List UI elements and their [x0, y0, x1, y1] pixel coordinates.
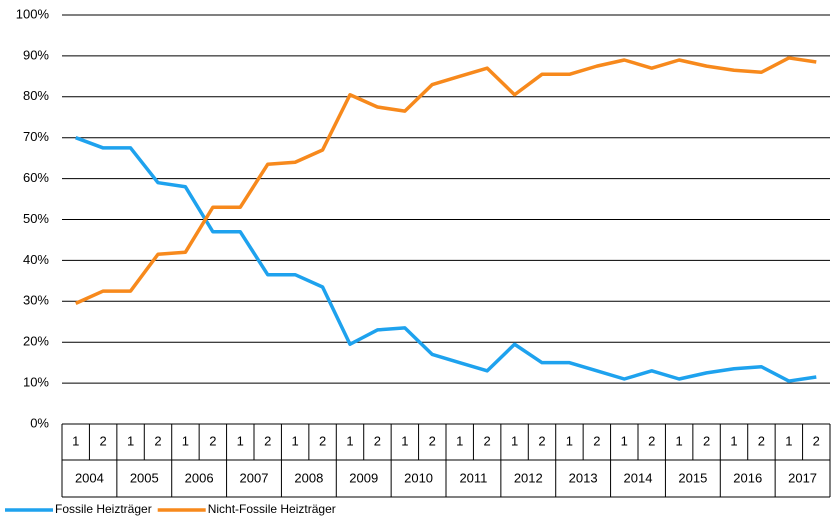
x-tick-label: 2 — [758, 433, 765, 448]
x-tick-label: 1 — [621, 433, 628, 448]
y-tick-label: 50% — [23, 211, 49, 226]
y-tick-label: 70% — [23, 129, 49, 144]
x-tick-label: 2 — [703, 433, 710, 448]
x-group-label: 2014 — [624, 470, 653, 485]
y-tick-label: 20% — [23, 334, 49, 349]
x-tick-label: 1 — [511, 433, 518, 448]
x-tick-label: 1 — [730, 433, 737, 448]
legend-label: Fossile Heizträger — [55, 502, 152, 516]
y-tick-label: 90% — [23, 47, 49, 62]
x-tick-label: 1 — [182, 433, 189, 448]
x-group-label: 2008 — [294, 470, 323, 485]
x-tick-label: 1 — [346, 433, 353, 448]
x-tick-label: 1 — [456, 433, 463, 448]
x-group-label: 2010 — [404, 470, 433, 485]
legend-label: Nicht-Fossile Heizträger — [208, 502, 336, 516]
x-tick-label: 2 — [154, 433, 161, 448]
x-tick-label: 2 — [209, 433, 216, 448]
series-line — [74, 56, 817, 305]
x-tick-label: 1 — [127, 433, 134, 448]
x-group-label: 2017 — [788, 470, 817, 485]
x-tick-label: 1 — [72, 433, 79, 448]
x-tick-label: 2 — [593, 433, 600, 448]
x-group-label: 2005 — [130, 470, 159, 485]
x-tick-label: 2 — [264, 433, 271, 448]
y-tick-label: 60% — [23, 170, 49, 185]
x-group-label: 2009 — [349, 470, 378, 485]
y-tick-label: 0% — [30, 415, 49, 430]
y-tick-label: 80% — [23, 88, 49, 103]
series-line — [75, 136, 817, 383]
x-tick-label: 1 — [292, 433, 299, 448]
x-group-label: 2007 — [240, 470, 269, 485]
x-group-label: 2006 — [185, 470, 214, 485]
x-group-label: 2012 — [514, 470, 543, 485]
x-tick-label: 2 — [100, 433, 107, 448]
x-tick-label: 1 — [785, 433, 792, 448]
x-tick-label: 1 — [237, 433, 244, 448]
x-group-label: 2013 — [569, 470, 598, 485]
x-group-label: 2004 — [75, 470, 104, 485]
y-tick-label: 10% — [23, 375, 49, 390]
x-tick-label: 2 — [429, 433, 436, 448]
x-tick-label: 2 — [374, 433, 381, 448]
x-tick-label: 2 — [648, 433, 655, 448]
x-group-label: 2016 — [733, 470, 762, 485]
x-tick-label: 1 — [676, 433, 683, 448]
y-tick-label: 40% — [23, 252, 49, 267]
x-tick-label: 1 — [566, 433, 573, 448]
x-tick-label: 2 — [319, 433, 326, 448]
x-tick-label: 2 — [484, 433, 491, 448]
x-group-label: 2015 — [678, 470, 707, 485]
x-tick-label: 1 — [401, 433, 408, 448]
x-group-label: 2011 — [459, 470, 487, 485]
x-tick-label: 2 — [538, 433, 545, 448]
x-tick-label: 2 — [813, 433, 820, 448]
y-tick-label: 30% — [23, 293, 49, 308]
y-tick-label: 100% — [16, 6, 50, 21]
